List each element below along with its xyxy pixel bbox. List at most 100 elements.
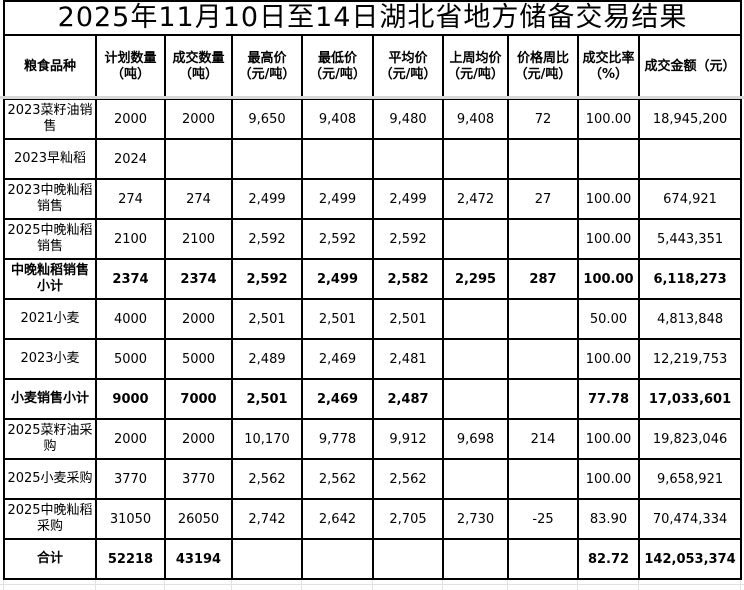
cell[interactable]: 82.72 <box>577 538 640 581</box>
cell[interactable]: 100.00 <box>577 258 640 301</box>
cell[interactable]: 100.00 <box>577 178 640 221</box>
cell[interactable]: 2,489 <box>231 338 303 381</box>
cell[interactable]: 2,499 <box>301 258 374 301</box>
cell[interactable] <box>637 138 743 181</box>
cell[interactable]: 2100 <box>164 218 233 261</box>
cell[interactable]: 274 <box>164 178 233 221</box>
cell[interactable]: 9,698 <box>442 418 509 461</box>
cell[interactable]: 5000 <box>164 338 233 381</box>
cell[interactable]: 2,582 <box>372 258 444 301</box>
cell[interactable]: 2000 <box>164 98 233 141</box>
cell[interactable]: 2,562 <box>301 458 374 501</box>
column-header-6[interactable]: 平均价 （元/吨） <box>372 34 444 101</box>
cell[interactable]: 27 <box>507 178 579 221</box>
cell[interactable]: 19,823,046 <box>637 418 743 461</box>
cell[interactable]: 31050 <box>95 498 166 541</box>
cell[interactable]: 100.00 <box>577 98 640 141</box>
row-label[interactable]: 2021小麦 <box>3 298 97 341</box>
cell[interactable]: 100.00 <box>577 218 640 261</box>
cell[interactable]: 2,487 <box>372 378 444 421</box>
cell[interactable]: 2,562 <box>372 458 444 501</box>
row-label[interactable]: 2023菜籽油销售 <box>3 98 97 141</box>
cell[interactable]: 2,469 <box>301 338 374 381</box>
row-label[interactable]: 合计 <box>3 538 97 581</box>
cell[interactable]: 9,408 <box>442 98 509 141</box>
cell[interactable]: 83.90 <box>577 498 640 541</box>
cell[interactable]: 2000 <box>95 418 166 461</box>
row-label[interactable]: 2025小麦采购 <box>3 458 97 501</box>
cell[interactable]: 12,219,753 <box>637 338 743 381</box>
cell[interactable]: 2,481 <box>372 338 444 381</box>
cell[interactable]: 2374 <box>164 258 233 301</box>
cell[interactable]: 70,474,334 <box>637 498 743 541</box>
cell[interactable]: 5000 <box>95 338 166 381</box>
cell[interactable]: 52218 <box>95 538 166 581</box>
cell[interactable] <box>507 138 579 181</box>
row-label[interactable]: 2023小麦 <box>3 338 97 381</box>
cell[interactable]: -25 <box>507 498 579 541</box>
cell[interactable]: 18,945,200 <box>637 98 743 141</box>
column-header-1[interactable]: 粮食品种 <box>3 34 97 101</box>
cell[interactable]: 274 <box>95 178 166 221</box>
column-header-2[interactable]: 计划数量 （吨） <box>95 34 166 101</box>
cell[interactable]: 2,592 <box>301 218 374 261</box>
cell[interactable] <box>442 138 509 181</box>
cell[interactable]: 674,921 <box>637 178 743 221</box>
cell[interactable]: 142,053,374 <box>637 538 743 581</box>
cell[interactable]: 9000 <box>95 378 166 421</box>
cell[interactable] <box>507 338 579 381</box>
cell[interactable]: 2,501 <box>231 298 303 341</box>
cell[interactable] <box>231 538 303 581</box>
cell[interactable]: 9,650 <box>231 98 303 141</box>
cell[interactable] <box>507 218 579 261</box>
cell[interactable] <box>442 218 509 261</box>
row-label[interactable]: 2025中晚籼稻采购 <box>3 498 97 541</box>
cell[interactable]: 5,443,351 <box>637 218 743 261</box>
cell[interactable]: 9,912 <box>372 418 444 461</box>
cell[interactable] <box>442 338 509 381</box>
cell[interactable]: 2,642 <box>301 498 374 541</box>
column-header-7[interactable]: 上周均价 （元/吨） <box>442 34 509 101</box>
cell[interactable] <box>231 138 303 181</box>
cell[interactable]: 2,295 <box>442 258 509 301</box>
cell[interactable] <box>442 538 509 581</box>
cell[interactable]: 4000 <box>95 298 166 341</box>
cell[interactable] <box>442 458 509 501</box>
cell[interactable]: 2024 <box>95 138 166 181</box>
cell[interactable]: 2,592 <box>231 258 303 301</box>
cell[interactable] <box>507 378 579 421</box>
cell[interactable]: 2,730 <box>442 498 509 541</box>
cell[interactable]: 214 <box>507 418 579 461</box>
cell[interactable]: 50.00 <box>577 298 640 341</box>
cell[interactable]: 2374 <box>95 258 166 301</box>
row-label[interactable]: 2023中晚籼稻销售 <box>3 178 97 221</box>
cell[interactable] <box>301 138 374 181</box>
cell[interactable]: 10,170 <box>231 418 303 461</box>
cell[interactable]: 2,499 <box>372 178 444 221</box>
cell[interactable]: 2,501 <box>301 298 374 341</box>
cell[interactable]: 2000 <box>95 98 166 141</box>
cell[interactable]: 2,499 <box>301 178 374 221</box>
cell[interactable]: 2100 <box>95 218 166 261</box>
cell[interactable] <box>442 378 509 421</box>
column-header-9[interactable]: 成交比率 （%） <box>577 34 640 101</box>
cell[interactable]: 43194 <box>164 538 233 581</box>
column-header-8[interactable]: 价格周比 （元/吨） <box>507 34 579 101</box>
cell[interactable]: 100.00 <box>577 418 640 461</box>
cell[interactable]: 2,499 <box>231 178 303 221</box>
row-label[interactable]: 2025菜籽油采购 <box>3 418 97 461</box>
cell[interactable]: 72 <box>507 98 579 141</box>
row-label[interactable]: 中晚籼稻销售小计 <box>3 258 97 301</box>
cell[interactable] <box>442 298 509 341</box>
column-header-3[interactable]: 成交数量 （吨） <box>164 34 233 101</box>
cell[interactable]: 100.00 <box>577 338 640 381</box>
cell[interactable] <box>507 538 579 581</box>
cell[interactable]: 2,592 <box>372 218 444 261</box>
cell[interactable]: 17,033,601 <box>637 378 743 421</box>
column-header-10[interactable]: 成交金额（元） <box>637 34 743 101</box>
cell[interactable] <box>372 138 444 181</box>
cell[interactable]: 287 <box>507 258 579 301</box>
cell[interactable]: 2,562 <box>231 458 303 501</box>
cell[interactable]: 2000 <box>164 418 233 461</box>
cell[interactable]: 3770 <box>95 458 166 501</box>
